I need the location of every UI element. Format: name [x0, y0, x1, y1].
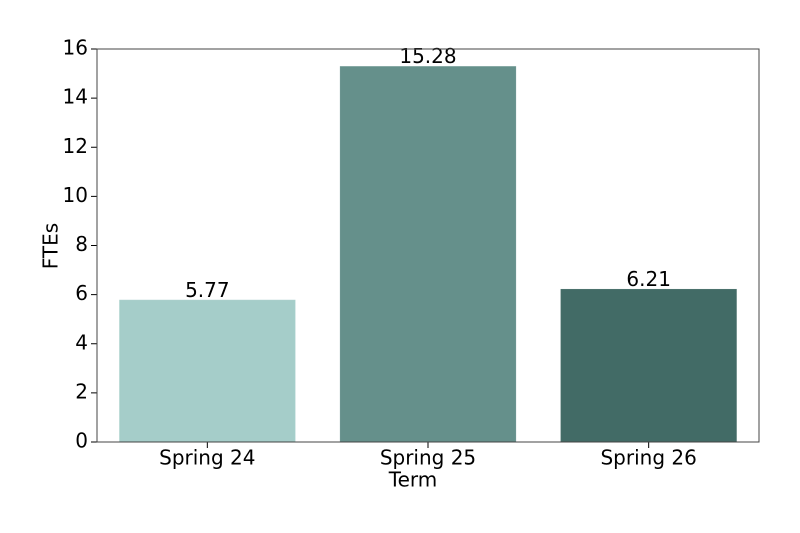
y-tick-label: 4 [75, 330, 88, 354]
x-tick-label: Spring 25 [380, 446, 476, 470]
y-tick-label: 10 [63, 183, 88, 207]
data-label: 5.77 [185, 278, 230, 302]
y-tick-label: 16 [63, 36, 88, 60]
y-tick-label: 0 [75, 429, 88, 453]
x-tick-label: Spring 26 [600, 446, 696, 470]
bar [339, 66, 517, 443]
y-tick-label: 6 [75, 281, 88, 305]
y-axis-label: FTEs [39, 223, 63, 269]
y-tick-label: 12 [63, 134, 88, 158]
x-tick-label: Spring 24 [159, 446, 255, 470]
plot-frame [96, 48, 760, 443]
x-axis-label: Term [388, 468, 437, 492]
y-tick-label: 2 [75, 379, 88, 403]
bar [560, 288, 737, 443]
bar [119, 299, 296, 443]
y-tick-label: 8 [75, 232, 88, 256]
data-label: 15.28 [399, 44, 456, 68]
data-label: 6.21 [626, 267, 671, 291]
y-tick-label: 14 [63, 85, 88, 109]
